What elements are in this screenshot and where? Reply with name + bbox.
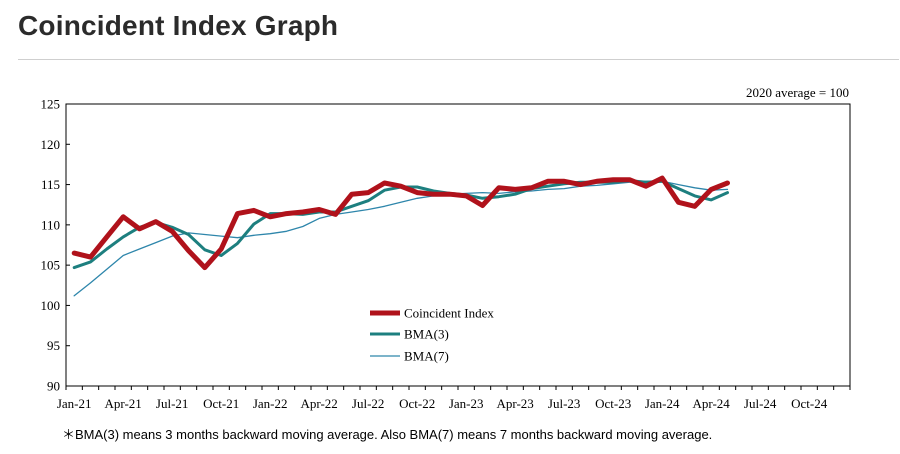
x-tick-label: Apr-24 <box>693 396 731 411</box>
x-tick-label: Oct-22 <box>399 396 435 411</box>
legend: Coincident Index BMA(3) BMA(7) <box>370 306 494 364</box>
x-tick-label: Oct-24 <box>791 396 828 411</box>
plot-area <box>65 103 851 387</box>
footnote: ＊BMA(3) means 3 months backward moving a… <box>62 427 713 442</box>
y-tick-label: 105 <box>41 258 61 273</box>
y-tick-label: 110 <box>41 217 60 232</box>
x-tick-label: Jan-21 <box>57 396 92 411</box>
x-tick-label: Jul-22 <box>352 396 385 411</box>
x-tick-label: Jul-21 <box>156 396 189 411</box>
x-tick-label: Jan-23 <box>449 396 484 411</box>
y-tick-label: 90 <box>47 379 60 394</box>
x-tick-label: Oct-21 <box>203 396 239 411</box>
x-tick-label: Jan-24 <box>645 396 680 411</box>
y-tick-label: 100 <box>41 298 61 313</box>
x-tick-label: Oct-23 <box>595 396 631 411</box>
y-tick-label: 120 <box>41 137 61 152</box>
x-tick-label: Jul-24 <box>744 396 777 411</box>
series-line-bma-7 <box>73 180 729 297</box>
legend-label: BMA(3) <box>404 327 449 342</box>
legend-label: Coincident Index <box>404 306 494 321</box>
y-tick-label: 125 <box>41 97 61 112</box>
x-axis: Jan-21 Apr-21 Jul-21 Oct-21 Jan-22 Apr-22 Jul-… <box>57 386 851 411</box>
y-tick-label: 95 <box>47 338 60 353</box>
x-tick-label: Jul-23 <box>548 396 581 411</box>
x-tick-label: Apr-21 <box>105 396 142 411</box>
x-tick-label: Apr-22 <box>301 396 338 411</box>
legend-label: BMA(7) <box>404 349 449 364</box>
base-note: 2020 average = 100 <box>746 85 849 100</box>
page-title: Coincident Index Graph <box>18 10 339 41</box>
y-tick-label: 115 <box>41 177 60 192</box>
series-layer <box>71 175 730 297</box>
series-line-coincident-index <box>71 175 730 271</box>
y-axis: 90 95 100 105 110 115 120 125 <box>41 97 70 394</box>
x-tick-label: Jan-22 <box>253 396 288 411</box>
title-divider <box>18 59 899 60</box>
x-tick-label: Apr-23 <box>497 396 534 411</box>
